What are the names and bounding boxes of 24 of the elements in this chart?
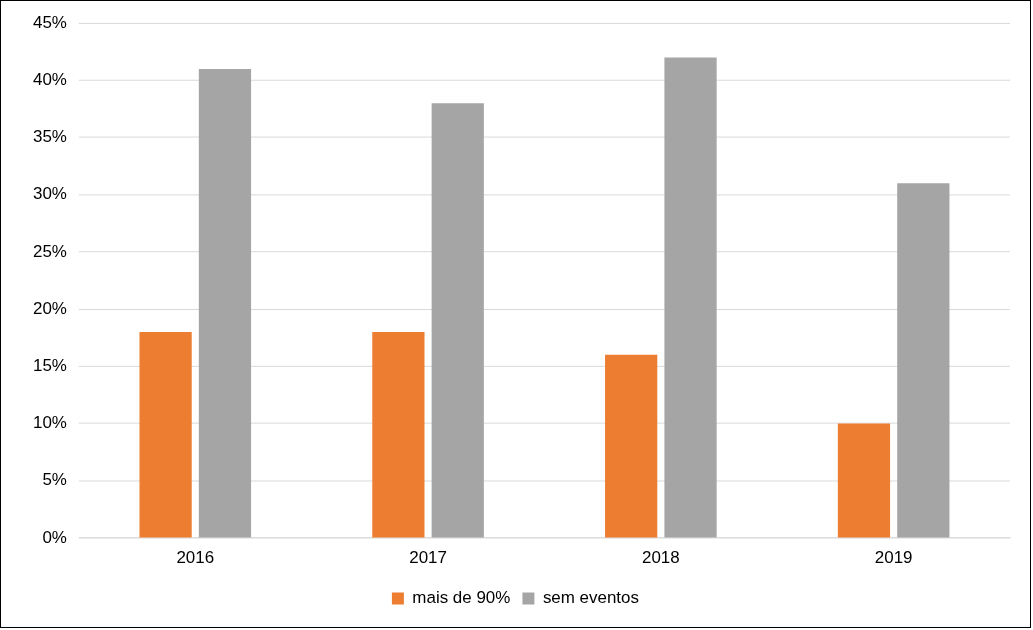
y-tick-label: 35% (32, 127, 67, 147)
y-tick-label: 15% (32, 355, 67, 375)
legend-label: mais de 90% (412, 588, 511, 608)
x-tick-label: 2019 (874, 547, 913, 567)
y-tick-label: 30% (32, 184, 67, 204)
bar (837, 423, 891, 538)
y-tick-label: 45% (32, 12, 67, 32)
y-tick-label: 0% (42, 527, 67, 547)
bar (897, 183, 950, 538)
x-tick-label: 2018 (642, 547, 680, 567)
y-tick-label: 25% (32, 241, 67, 261)
bar (664, 57, 717, 538)
bar (431, 103, 484, 538)
bar (139, 331, 192, 538)
legend-label: sem eventos (542, 588, 639, 608)
y-tick-label: 40% (32, 70, 67, 89)
x-tick-label: 2016 (176, 547, 215, 567)
y-tick-label: 20% (32, 298, 67, 318)
bar (198, 68, 252, 538)
bar (605, 354, 658, 538)
y-tick-label: 10% (32, 413, 67, 433)
bar (372, 331, 425, 538)
y-tick-label: 5% (42, 470, 67, 490)
x-tick-label: 2017 (409, 547, 447, 567)
